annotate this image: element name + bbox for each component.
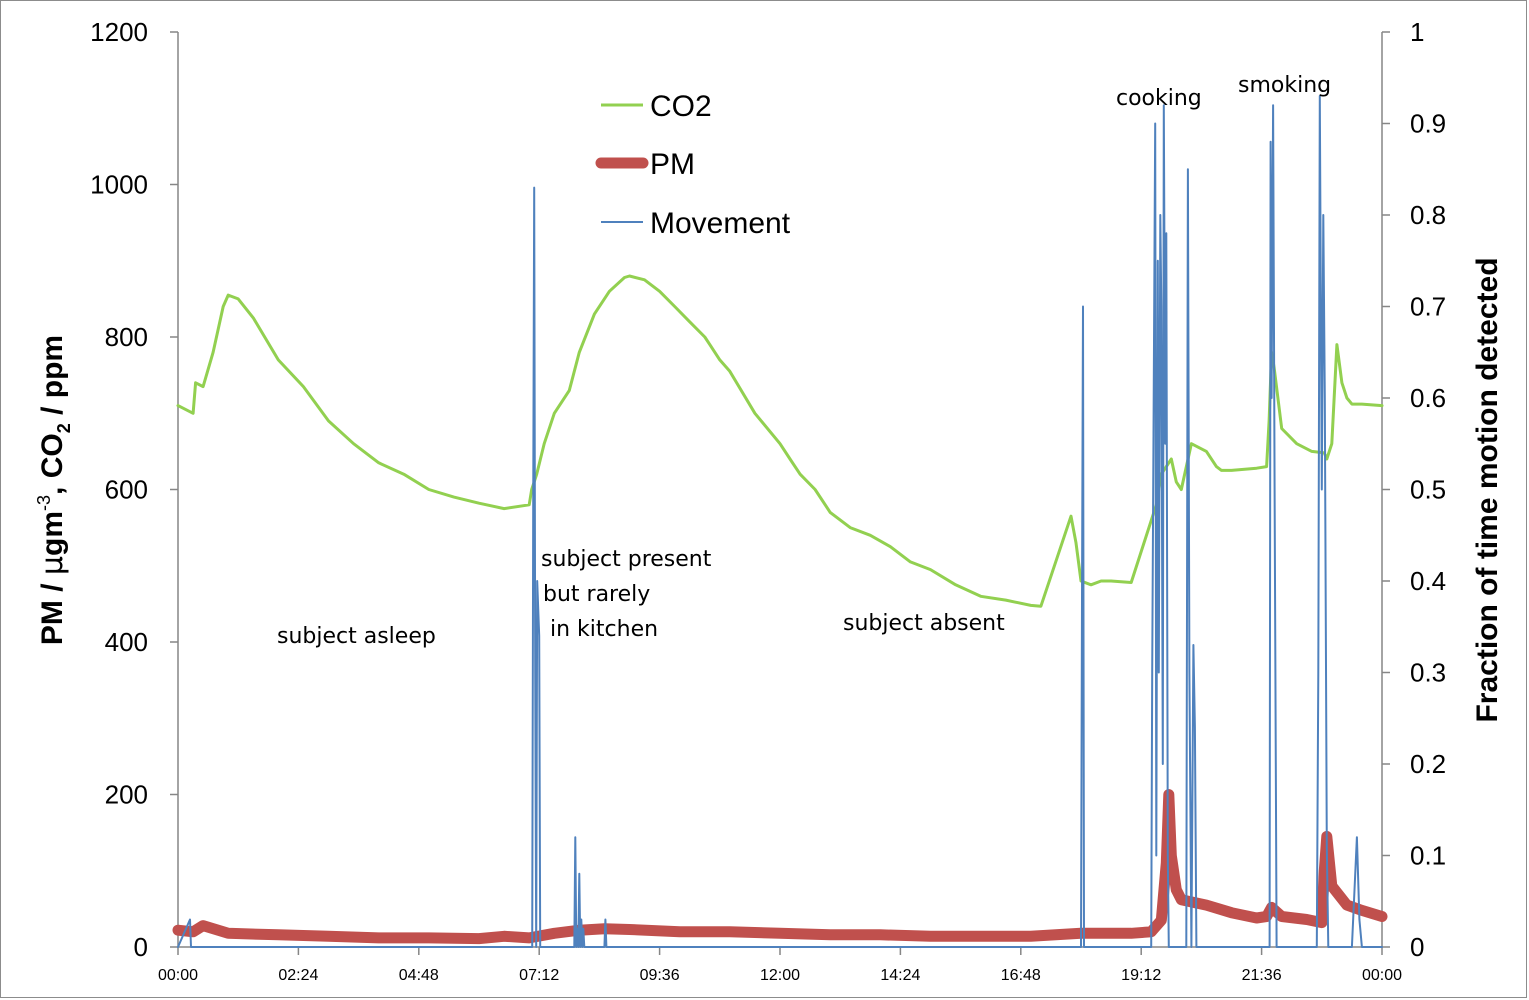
right-axis-tick-label: 0.5 xyxy=(1410,475,1446,505)
left-axis-tick-label: 1000 xyxy=(90,170,148,200)
x-axis-tick-label: 07:12 xyxy=(519,967,559,984)
right-axis-tick-label: 0.9 xyxy=(1410,109,1446,139)
annotation-subject-present-line3: in kitchen xyxy=(550,617,658,642)
x-axis-tick-label: 19:12 xyxy=(1121,967,1161,984)
series-lines xyxy=(172,95,1388,948)
right-axis-tick-label: 0.2 xyxy=(1410,749,1446,779)
x-axis-tick-label: 09:36 xyxy=(640,967,680,984)
left-axis-title-sup: -3 xyxy=(34,495,54,511)
right-axis-tick-label: 0.6 xyxy=(1410,383,1446,413)
right-axis-title: Fraction of time motion detected xyxy=(1471,257,1504,722)
right-axis-tick-label: 1 xyxy=(1410,17,1424,47)
series-line-movement xyxy=(177,95,1383,948)
x-axis-tick-label: 16:48 xyxy=(1001,967,1041,984)
legend-pm-label: PM xyxy=(650,148,695,181)
right-axis-tick-label: 0.3 xyxy=(1410,658,1446,688)
left-axis-title: PM / μgm-3, CO2 / ppm xyxy=(34,335,74,645)
series-line-co2 xyxy=(176,274,1384,608)
left-axis-title-sub: 2 xyxy=(54,423,74,433)
right-axis-tick-labels: 0 0.1 0.2 0.3 0.4 0.5 0.6 0.7 0.8 0.9 1 xyxy=(1410,17,1446,962)
annotation-subject-asleep: subject asleep xyxy=(277,624,436,649)
axes xyxy=(170,31,1390,955)
x-axis-tick-label: 14:24 xyxy=(880,967,920,984)
x-axis-tick-label: 04:48 xyxy=(399,967,439,984)
annotation-cooking: cooking xyxy=(1116,86,1202,111)
left-axis-tick-label: 600 xyxy=(105,475,148,505)
annotation-subject-present-line2: but rarely xyxy=(543,582,650,607)
left-axis-tick-labels: 0 200 400 600 800 1000 1200 xyxy=(90,17,148,962)
legend-co2-label: CO2 xyxy=(650,90,712,123)
left-axis-tick-label: 200 xyxy=(105,780,148,810)
x-axis-tick-label: 21:36 xyxy=(1242,967,1282,984)
x-axis-tick-label: 02:24 xyxy=(278,967,318,984)
legend: CO2 PM Movement xyxy=(595,90,791,240)
x-axis-tick-label: 12:00 xyxy=(760,967,800,984)
right-axis-tick-label: 0.4 xyxy=(1410,566,1446,596)
series-line-pm xyxy=(172,789,1388,945)
annotation-subject-present-line1: subject present xyxy=(541,547,712,572)
right-axis-tick-label: 0.1 xyxy=(1410,841,1446,871)
left-axis-tick-label: 800 xyxy=(105,322,148,352)
legend-movement-label: Movement xyxy=(650,207,791,240)
x-axis-tick-label: 00:00 xyxy=(158,967,198,984)
annotation-subject-absent: subject absent xyxy=(843,611,1005,636)
right-axis-tick-label: 0.8 xyxy=(1410,200,1446,230)
x-axis-tick-label: 00:00 xyxy=(1362,967,1402,984)
left-axis-title-part4: / ppm xyxy=(36,335,69,423)
left-axis-title-part3: , CO xyxy=(36,433,69,495)
left-axis-title-mu: μ xyxy=(35,556,70,575)
left-axis-title-part1: PM / xyxy=(36,575,69,645)
right-axis-tick-label: 0.7 xyxy=(1410,292,1446,322)
left-axis-tick-label: 400 xyxy=(105,627,148,657)
left-axis-title-part2: gm xyxy=(36,511,69,556)
left-axis-tick-label: 1200 xyxy=(90,17,148,47)
annotations: subject asleep subject present but rarel… xyxy=(277,73,1331,649)
annotation-smoking: smoking xyxy=(1238,73,1331,98)
left-axis-tick-label: 0 xyxy=(134,932,148,962)
right-axis-tick-label: 0 xyxy=(1410,932,1424,962)
x-axis-tick-labels: 00:00 02:24 04:48 07:12 09:36 12:00 14:24 16:48… xyxy=(158,967,1402,984)
